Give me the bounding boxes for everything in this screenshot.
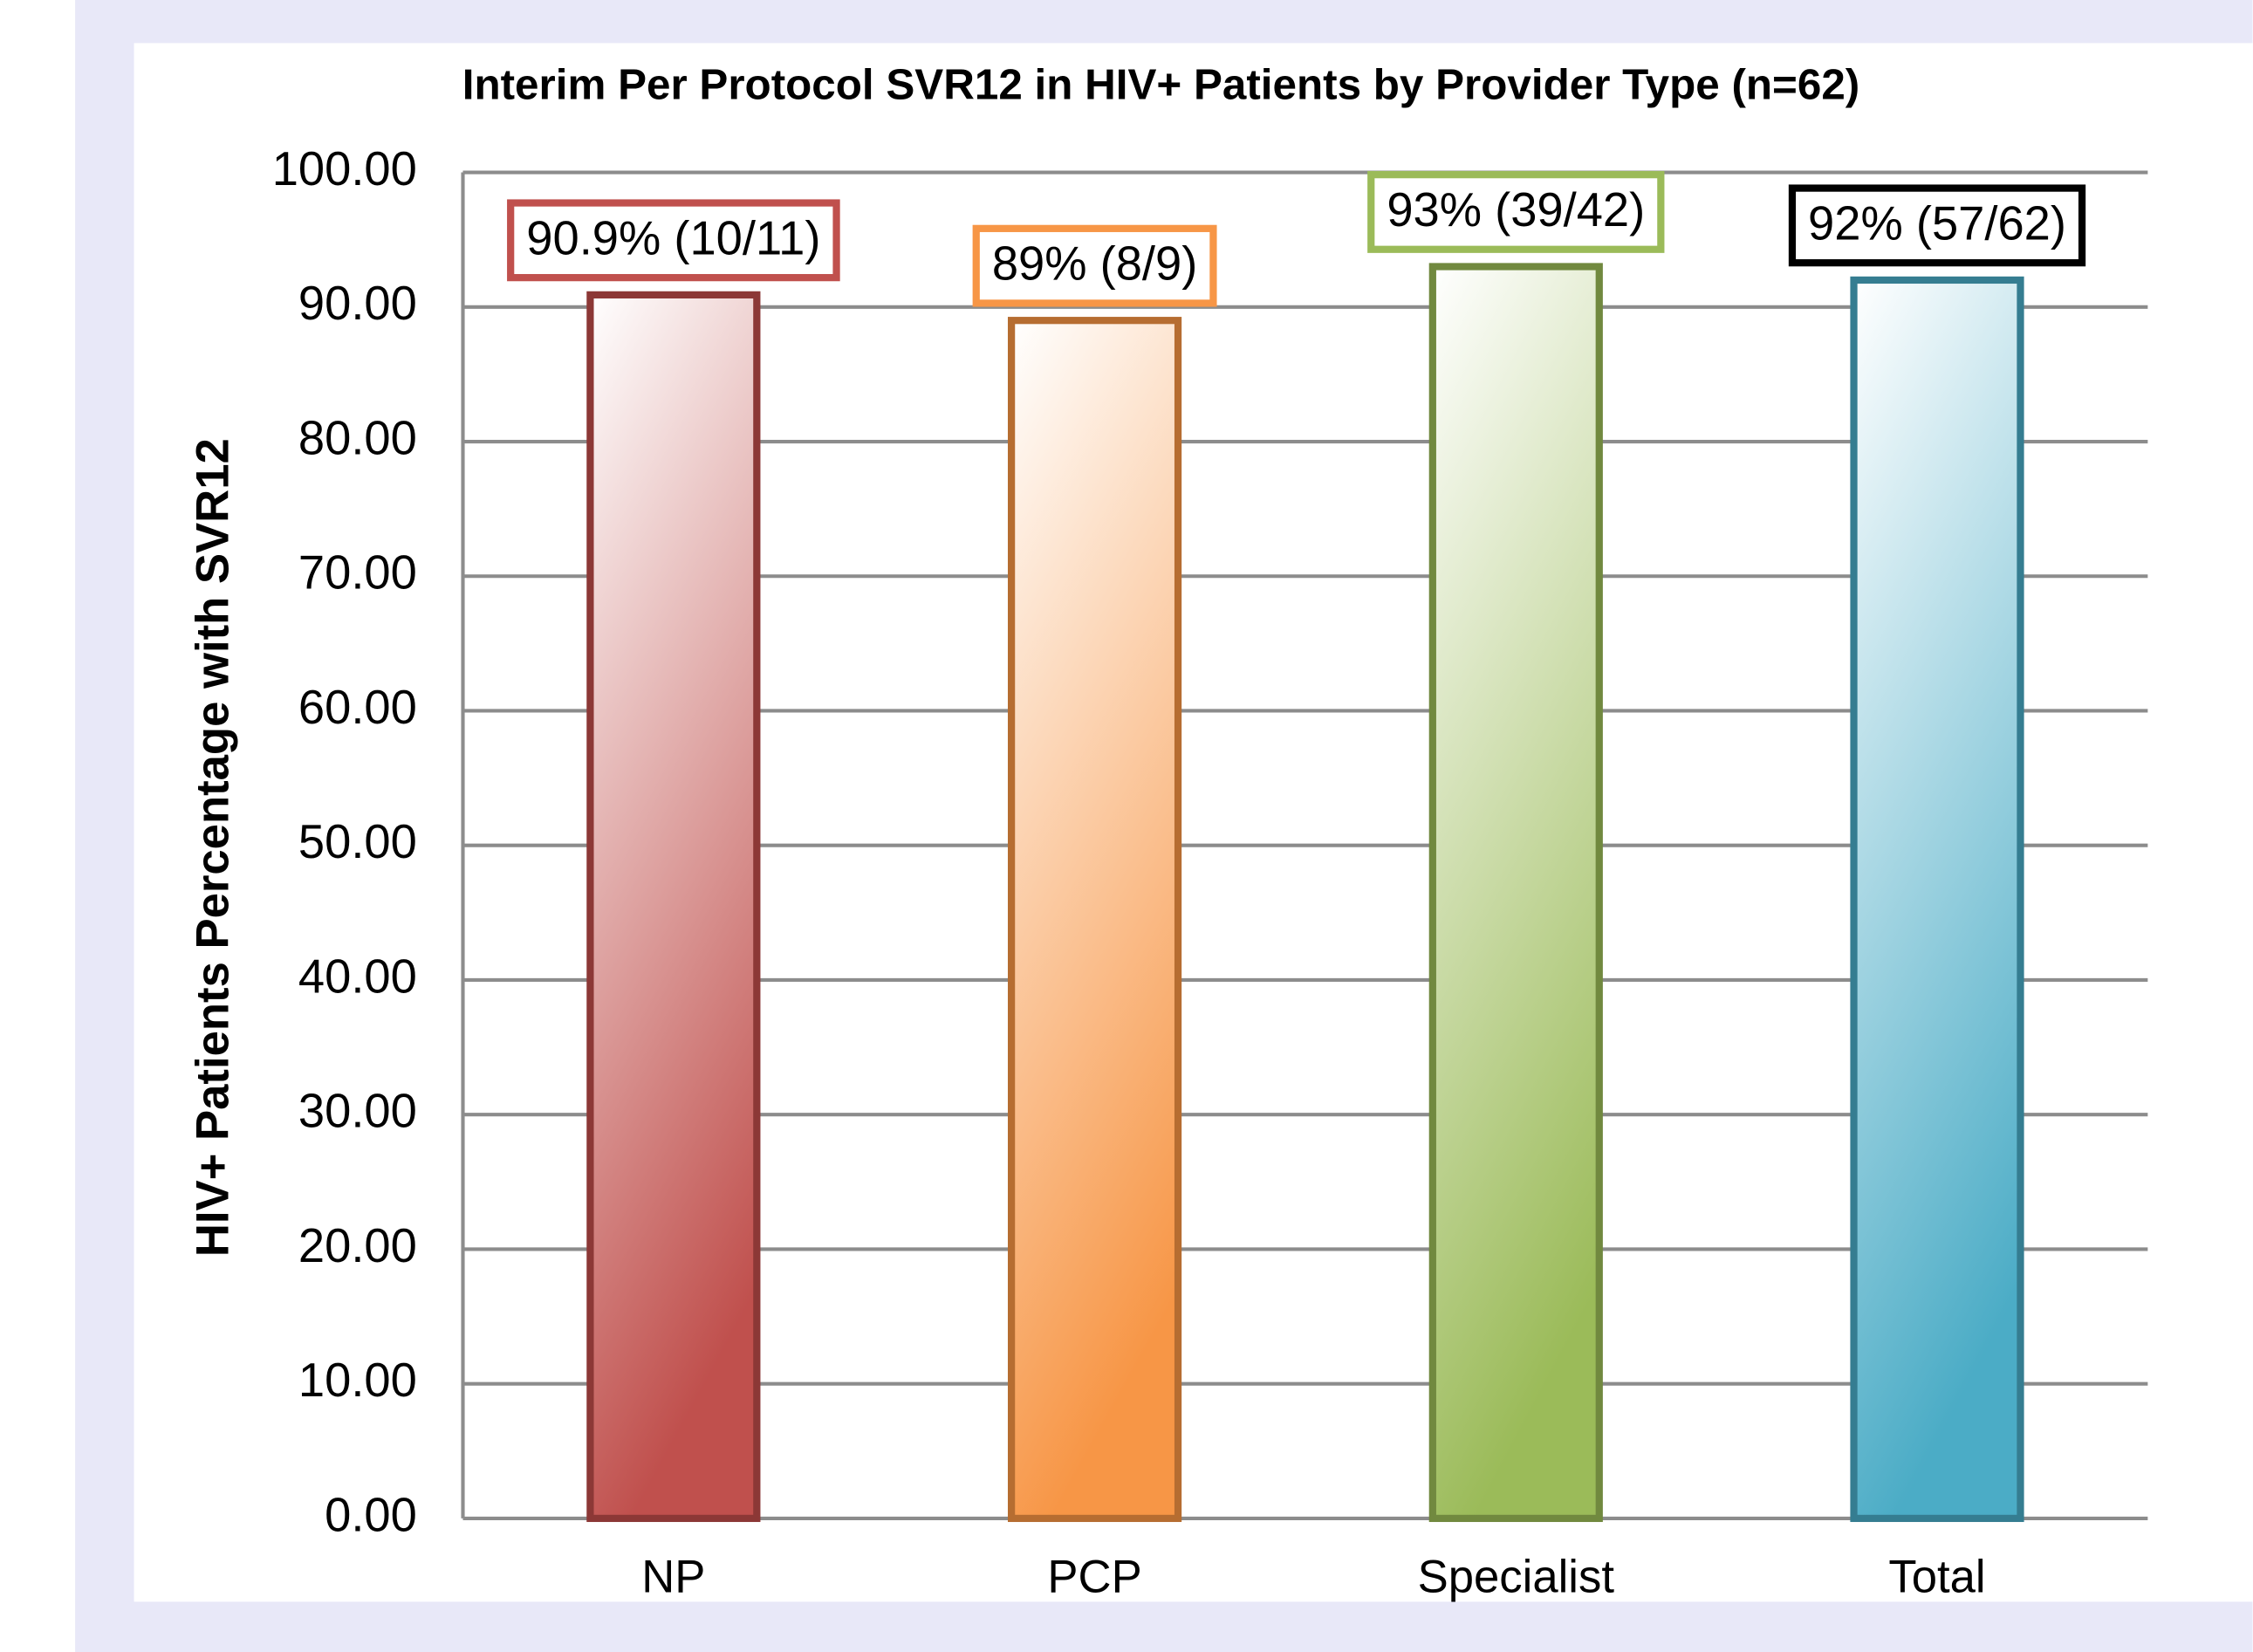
y-tick-label: 10.00 <box>298 1354 417 1407</box>
y-tick-label: 30.00 <box>298 1085 417 1138</box>
x-tick-label: NP <box>641 1552 705 1603</box>
chart-title: Interim Per Protocol SVR12 in HIV+ Patie… <box>462 60 1860 108</box>
y-tick-label: 60.00 <box>298 681 417 734</box>
y-tick-label: 80.00 <box>298 411 417 464</box>
value-label: 89% (8/9) <box>992 237 1197 291</box>
bar <box>1007 317 1182 1523</box>
value-label-box <box>507 199 840 282</box>
y-tick-label: 90.00 <box>298 277 417 330</box>
y-tick-label: 0.00 <box>325 1488 417 1541</box>
y-tick-label: 100.00 <box>272 142 417 195</box>
value-label-box <box>972 224 1217 307</box>
value-label: 93% (39/42) <box>1387 183 1645 236</box>
value-label: 92% (57/62) <box>1808 196 2066 250</box>
bar <box>1428 263 1603 1523</box>
x-tick-label: Specialist <box>1418 1552 1615 1603</box>
x-tick-label: PCP <box>1047 1552 1141 1603</box>
y-tick-label: 50.00 <box>298 815 417 868</box>
value-label-box <box>1367 171 1665 253</box>
bar <box>1850 276 2024 1523</box>
value-label: 90.9% (10/11) <box>526 211 820 264</box>
y-tick-label: 70.00 <box>298 546 417 600</box>
value-label-box <box>1788 184 2086 267</box>
bar <box>586 291 761 1523</box>
x-tick-label: Total <box>1888 1552 1985 1603</box>
y-tick-label: 40.00 <box>298 949 417 1003</box>
y-axis-label: HIV+ Patients Percentage with SVR12 <box>187 438 238 1257</box>
y-tick-label: 20.00 <box>298 1219 417 1272</box>
